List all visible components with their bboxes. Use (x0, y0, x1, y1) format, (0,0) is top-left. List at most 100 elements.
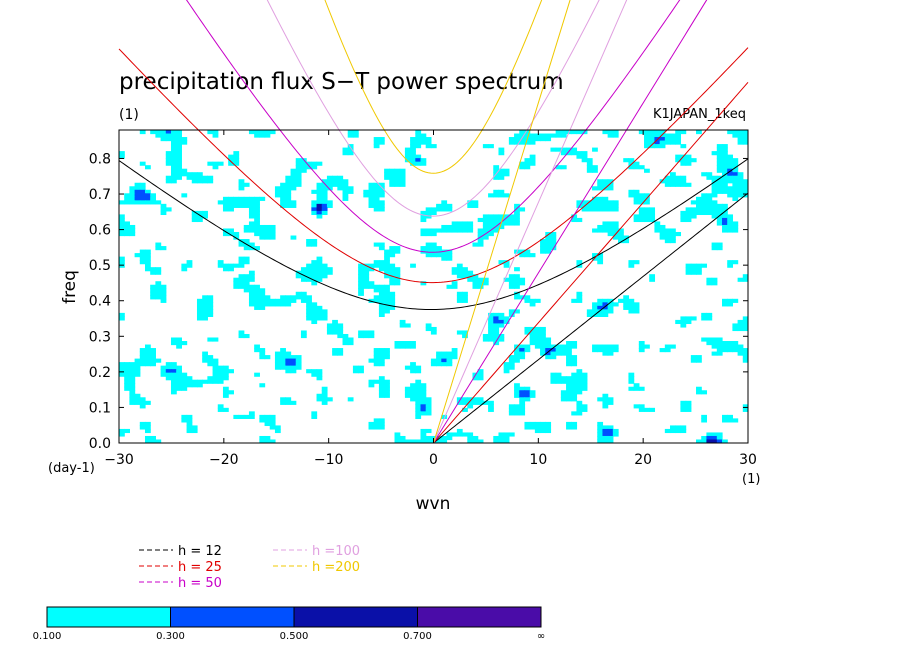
heatmap-cell (716, 242, 723, 247)
heatmap-cell (649, 274, 656, 279)
heatmap-cell (222, 263, 229, 268)
heatmap-cell (119, 362, 125, 367)
heatmap-cell (321, 193, 328, 198)
heatmap-cell (259, 348, 266, 353)
heatmap-cell (514, 133, 520, 138)
heatmap-cell (659, 137, 666, 142)
heatmap-cell (493, 330, 500, 335)
heatmap-cell (373, 144, 380, 149)
heatmap-cell (467, 270, 474, 275)
heatmap-cell (488, 312, 494, 317)
heatmap-cell (441, 207, 448, 212)
heatmap-cell (144, 249, 151, 254)
heatmap-cell (638, 404, 645, 409)
heatmap-cell (342, 147, 349, 152)
heatmap-cell (477, 277, 484, 282)
heatmap-cell (508, 140, 515, 145)
heatmap-cell (264, 130, 271, 135)
heatmap-cell (124, 224, 130, 230)
heatmap-cell (425, 400, 432, 405)
heatmap-cell (607, 130, 614, 135)
heatmap-cell (373, 137, 380, 142)
heatmap-cell (119, 154, 125, 159)
heatmap-cell (399, 319, 406, 325)
heatmap-cell (467, 224, 474, 230)
heatmap-cell (519, 400, 526, 405)
heatmap-cell (389, 249, 396, 254)
heatmap-cell (685, 270, 692, 275)
heatmap-cell (410, 369, 416, 374)
heatmap-cell (503, 365, 510, 370)
heatmap-cell (732, 224, 739, 230)
heatmap-cell (586, 207, 593, 212)
heatmap-cell (545, 348, 552, 353)
heatmap-cell (550, 376, 557, 381)
heatmap-cell (404, 386, 411, 391)
heatmap-cell (540, 246, 546, 251)
heatmap-cell (742, 326, 748, 332)
heatmap-cell (472, 439, 479, 443)
heatmap-cell (477, 239, 484, 244)
heatmap-cell (727, 158, 734, 163)
heatmap-cell (186, 418, 193, 423)
heatmap-cell (514, 351, 520, 356)
heatmap-cell (332, 182, 338, 187)
heatmap-cell (727, 193, 734, 198)
heatmap-cell (602, 393, 609, 398)
x-tick-label: 0 (429, 452, 438, 468)
heatmap-cell (633, 260, 640, 265)
heatmap-cell (160, 365, 167, 370)
heatmap-cell (321, 186, 328, 191)
heatmap-cell (727, 414, 734, 419)
heatmap-cell (571, 341, 578, 346)
heatmap-cell (607, 435, 614, 441)
heatmap-cell (529, 393, 536, 398)
heatmap-cell (191, 214, 198, 219)
heatmap-cell (306, 239, 312, 244)
heatmap-cell (545, 355, 552, 360)
heatmap-cell (186, 376, 193, 381)
heatmap-cell (155, 267, 162, 272)
heatmap-cell (508, 404, 515, 409)
heatmap-cell (285, 355, 292, 360)
heatmap-cell (207, 175, 214, 180)
heatmap-cell (321, 316, 328, 321)
heatmap-cell (295, 179, 302, 184)
heatmap-cell (685, 263, 692, 268)
heatmap-cell (727, 260, 734, 265)
heatmap-cell (498, 189, 505, 194)
heatmap-cell (701, 193, 708, 198)
heatmap-cell (176, 386, 182, 391)
heatmap-cell (597, 228, 604, 233)
heatmap-cell (607, 439, 614, 443)
heatmap-cell (685, 207, 692, 212)
heatmap-cell (482, 217, 489, 223)
heatmap-cell (202, 379, 208, 384)
heatmap-cell (644, 133, 650, 138)
heatmap-cell (384, 355, 390, 360)
heatmap-cell (332, 330, 338, 335)
heatmap-cell (701, 207, 708, 212)
heatmap-cell (404, 151, 411, 156)
heatmap-cell (467, 439, 474, 443)
dispersion-curve-12-ig (118, 158, 749, 311)
heatmap-cell (722, 189, 728, 194)
heatmap-cell (430, 207, 437, 212)
heatmap-cell (264, 418, 271, 423)
heatmap-cell (399, 182, 406, 187)
heatmap-cell (477, 231, 484, 237)
heatmap-cell (612, 228, 619, 233)
heatmap-cell (737, 130, 744, 135)
heatmap-cell (373, 298, 380, 303)
heatmap-cell (399, 341, 406, 346)
heatmap-cell (196, 309, 203, 314)
heatmap-cell (514, 358, 520, 363)
heatmap-cell (410, 140, 416, 145)
heatmap-cell (644, 144, 650, 149)
heatmap-cell (482, 277, 489, 282)
heatmap-cell (358, 330, 364, 335)
heatmap-cell (119, 316, 125, 321)
heatmap-cell (150, 193, 156, 198)
heatmap-cell (430, 253, 437, 258)
heatmap-cell (165, 130, 172, 135)
